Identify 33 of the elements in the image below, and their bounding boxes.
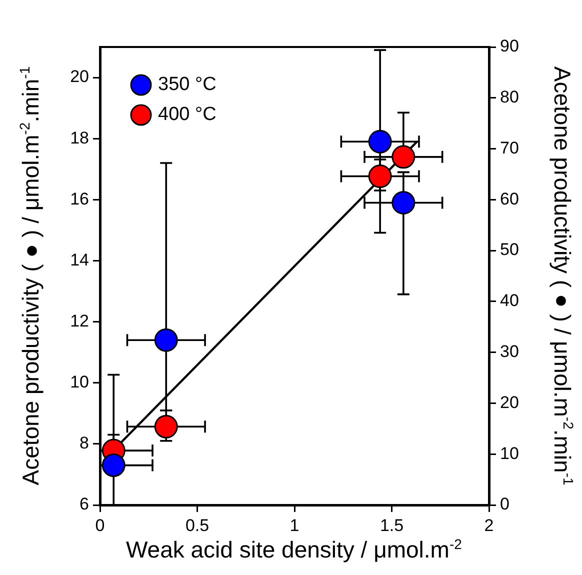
y-tick-label: 10	[70, 372, 89, 392]
y-tick-label: 18	[70, 128, 89, 148]
y2-tick-label: 30	[500, 342, 519, 362]
y2-tick-label: 60	[500, 189, 519, 208]
y2-tick-label: 40	[500, 291, 519, 310]
x-axis-title: Weak acid site density / μmol.m$^{-2}$	[126, 536, 462, 564]
x-tick-label: 1.5	[380, 516, 404, 535]
y2-tick-label: 90	[500, 36, 519, 56]
x-tick-label: 0	[95, 516, 105, 535]
y2-tick-label: 70	[500, 138, 519, 158]
point	[102, 454, 126, 478]
y2-tick-label: 50	[500, 240, 519, 260]
y-tick-label: 16	[70, 189, 89, 208]
x-tick-label: 0.5	[185, 516, 210, 535]
y-tick-label: 14	[70, 250, 89, 270]
point	[392, 190, 416, 214]
point	[368, 164, 392, 188]
y2-tick-label: 10	[500, 444, 519, 463]
y2-tick-label: 80	[500, 88, 519, 107]
point	[368, 130, 392, 154]
point	[154, 328, 178, 352]
y-tick-label: 20	[70, 67, 89, 86]
legend-label: 350 °C	[158, 74, 216, 96]
y2-tick-label: 20	[500, 392, 519, 412]
point	[392, 145, 416, 169]
y-tick-label: 6	[80, 494, 89, 514]
legend-label: 400 °C	[158, 104, 216, 126]
y-tick-label: 12	[70, 311, 89, 330]
x-tick-label: 1	[290, 516, 300, 535]
y2-tick-label: 0	[500, 494, 510, 514]
x-tick-label: 2	[484, 516, 494, 535]
point	[154, 414, 178, 438]
y-tick-label: 8	[80, 434, 89, 453]
